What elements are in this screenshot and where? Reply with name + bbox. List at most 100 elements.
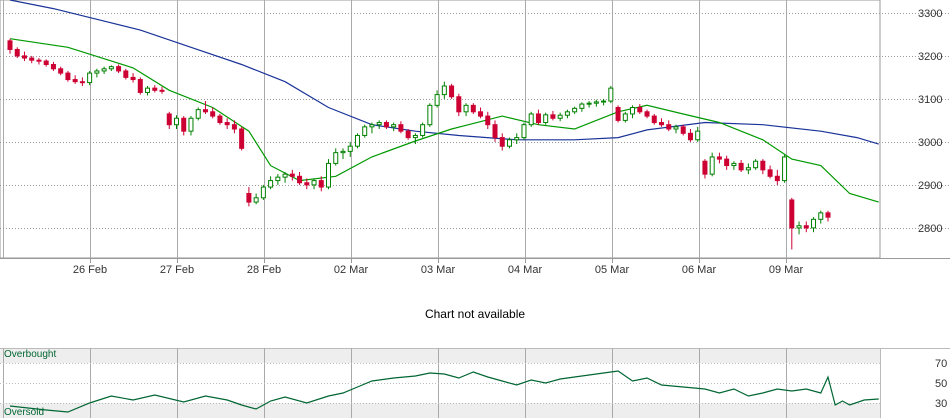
overbought-label: Overbought xyxy=(4,349,56,360)
candle-body-up xyxy=(543,114,549,124)
candle xyxy=(43,59,49,67)
candle xyxy=(311,178,317,190)
candle-body-up xyxy=(601,100,607,103)
candle-body-up xyxy=(608,87,614,102)
date-axis-labels: 26 Feb 27 Feb 28 Feb 02 Mar 03 Mar 04 Mar 05 M… xyxy=(73,258,803,276)
candle-body-up xyxy=(753,160,759,169)
candle-body-down xyxy=(449,85,455,98)
candle-body-down xyxy=(499,137,505,147)
candle xyxy=(796,221,802,235)
price-chart-grid xyxy=(0,0,950,259)
candle-body-down xyxy=(29,57,35,61)
candle xyxy=(506,137,512,149)
candle-body-up xyxy=(108,66,114,70)
x-tick-label: 06 Mar xyxy=(682,264,717,276)
candle xyxy=(130,73,136,83)
y-tick-label: 3300 xyxy=(918,8,942,20)
candle xyxy=(666,120,672,132)
candle-body-down xyxy=(72,79,78,83)
candle-body-up xyxy=(94,70,100,74)
candle xyxy=(137,77,143,95)
candle xyxy=(702,159,708,179)
candle xyxy=(593,99,599,107)
candle-body-down xyxy=(456,96,462,113)
candle xyxy=(166,111,172,129)
candle-body-down xyxy=(304,182,310,186)
candle-body-up xyxy=(275,176,281,182)
candle-body-down xyxy=(202,109,208,113)
candle xyxy=(492,120,498,142)
candle-body-down xyxy=(789,199,795,229)
candle xyxy=(36,58,42,65)
oversold-band xyxy=(0,403,880,418)
candle xyxy=(383,120,389,129)
candle-body-down xyxy=(702,160,708,175)
candle xyxy=(572,106,578,114)
candle-body-down xyxy=(485,115,491,126)
candle-body-up xyxy=(347,145,353,152)
candle xyxy=(528,111,534,127)
candle-body-up xyxy=(260,186,266,199)
candle xyxy=(369,122,375,134)
candle xyxy=(282,172,288,183)
candle-body-down xyxy=(398,124,404,132)
candle xyxy=(695,126,701,142)
candle xyxy=(622,111,628,123)
candle xyxy=(253,193,259,205)
candle xyxy=(789,197,795,250)
candle xyxy=(449,83,455,99)
candle-body-up xyxy=(412,134,418,139)
candle-body-down xyxy=(825,212,831,218)
candle-body-down xyxy=(36,59,42,62)
candle-body-down xyxy=(210,111,216,117)
candle-body-down xyxy=(687,132,693,141)
candle-body-down xyxy=(492,124,498,139)
candle-body-up xyxy=(268,180,274,188)
x-tick-label: 26 Feb xyxy=(73,264,107,276)
candle xyxy=(362,124,368,138)
candle xyxy=(72,75,78,84)
candle-body-up xyxy=(391,124,397,128)
candle-body-down xyxy=(666,124,672,130)
candle xyxy=(731,161,737,170)
candle xyxy=(340,148,346,160)
candle xyxy=(760,159,766,175)
candle-body-down xyxy=(289,173,295,177)
candle-body-up xyxy=(572,107,578,113)
candle xyxy=(354,133,360,149)
candle-body-up xyxy=(434,94,440,106)
candle-body-up xyxy=(195,109,201,119)
candle xyxy=(811,217,817,233)
candle xyxy=(825,210,831,222)
candle-body-up xyxy=(326,162,332,188)
candle xyxy=(716,152,722,164)
x-tick-label: 03 Mar xyxy=(421,264,456,276)
candle-body-up xyxy=(521,124,527,139)
candle xyxy=(202,101,208,114)
candle-body-up xyxy=(173,117,179,126)
candle-body-up xyxy=(441,85,447,96)
candle xyxy=(767,165,773,179)
candle xyxy=(239,126,245,151)
candle-body-up xyxy=(369,124,375,128)
candle-body-up xyxy=(586,102,592,105)
y-tick-label: 2800 xyxy=(918,223,942,235)
candle xyxy=(326,159,332,190)
candle-body-up xyxy=(593,101,599,104)
candle xyxy=(152,85,158,93)
candle xyxy=(499,133,505,151)
candle-body-up xyxy=(528,113,534,126)
candle xyxy=(58,66,64,76)
oscillator-axis-labels: 70 50 30 xyxy=(935,358,947,410)
candle xyxy=(405,129,411,140)
candle-body-down xyxy=(58,68,64,74)
candle-body-down xyxy=(760,160,766,171)
oscillator-tick-label: 50 xyxy=(935,378,947,390)
candle xyxy=(412,133,418,145)
y-tick-label: 3000 xyxy=(918,137,942,149)
candle-body-up xyxy=(818,212,824,220)
candle xyxy=(521,122,527,140)
candle xyxy=(478,107,484,119)
candle xyxy=(79,77,85,86)
candle xyxy=(224,118,230,129)
